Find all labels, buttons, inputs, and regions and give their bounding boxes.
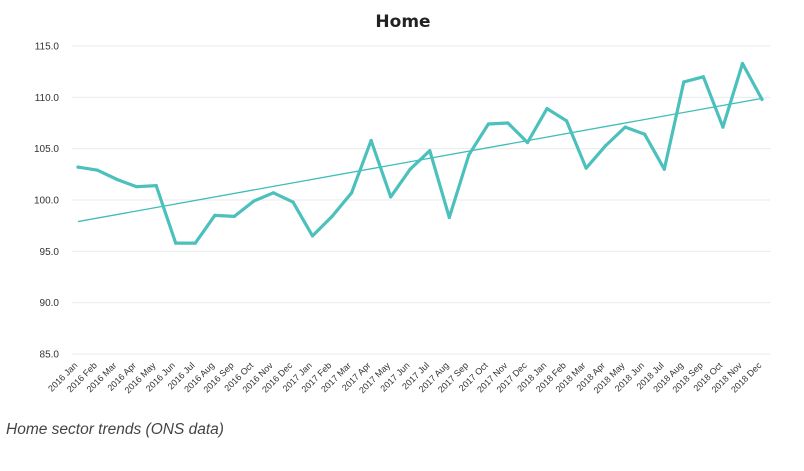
data-point bbox=[623, 125, 627, 129]
data-point bbox=[115, 177, 119, 182]
data-point bbox=[330, 214, 334, 219]
y-tick-label: 90.0 bbox=[40, 298, 60, 309]
data-point bbox=[486, 122, 490, 126]
data-point bbox=[506, 121, 510, 125]
data-point bbox=[95, 168, 100, 172]
data-point bbox=[174, 241, 178, 245]
data-point bbox=[564, 119, 569, 123]
data-point bbox=[252, 199, 256, 203]
chart-title: Home bbox=[375, 12, 430, 32]
data-point bbox=[291, 200, 295, 204]
data-point bbox=[467, 153, 471, 157]
data-point bbox=[662, 167, 666, 171]
chart-caption: Home sector trends (ONS data) bbox=[6, 421, 224, 438]
data-point bbox=[76, 165, 80, 169]
data-point bbox=[389, 195, 393, 199]
data-point bbox=[213, 213, 217, 217]
data-point bbox=[193, 241, 197, 245]
y-tick-label: 110.0 bbox=[35, 93, 60, 104]
data-point bbox=[525, 140, 530, 145]
data-point bbox=[604, 143, 608, 148]
data-point bbox=[232, 214, 236, 219]
data-point bbox=[271, 191, 276, 195]
y-tick-label: 85.0 bbox=[40, 350, 60, 361]
data-point bbox=[350, 191, 354, 195]
data-point bbox=[447, 215, 451, 220]
data-point bbox=[154, 184, 158, 188]
series-line bbox=[76, 61, 764, 245]
y-tick-label: 105.0 bbox=[34, 144, 59, 155]
data-point bbox=[721, 125, 725, 129]
y-tick-label: 100.0 bbox=[34, 196, 59, 207]
line-chart: Home85.090.095.0100.0105.0110.0115.02016… bbox=[34, 12, 770, 395]
data-point bbox=[369, 138, 373, 143]
data-point bbox=[545, 107, 549, 111]
chart: Home 85.0 90.0 95.0 100.0 105.0 110.0 115.0 2016… bbox=[34, 12, 770, 395]
data-point bbox=[408, 167, 412, 171]
data-point bbox=[310, 234, 315, 238]
data-point bbox=[740, 61, 745, 66]
data-point bbox=[760, 97, 764, 101]
data-point bbox=[682, 80, 686, 84]
data-point bbox=[135, 185, 139, 189]
data-point bbox=[428, 149, 432, 153]
data-point bbox=[584, 166, 588, 170]
data-point bbox=[643, 132, 647, 136]
data-point bbox=[701, 75, 705, 79]
y-tick-label: 95.0 bbox=[40, 247, 60, 258]
y-tick-label: 115.0 bbox=[35, 42, 60, 53]
